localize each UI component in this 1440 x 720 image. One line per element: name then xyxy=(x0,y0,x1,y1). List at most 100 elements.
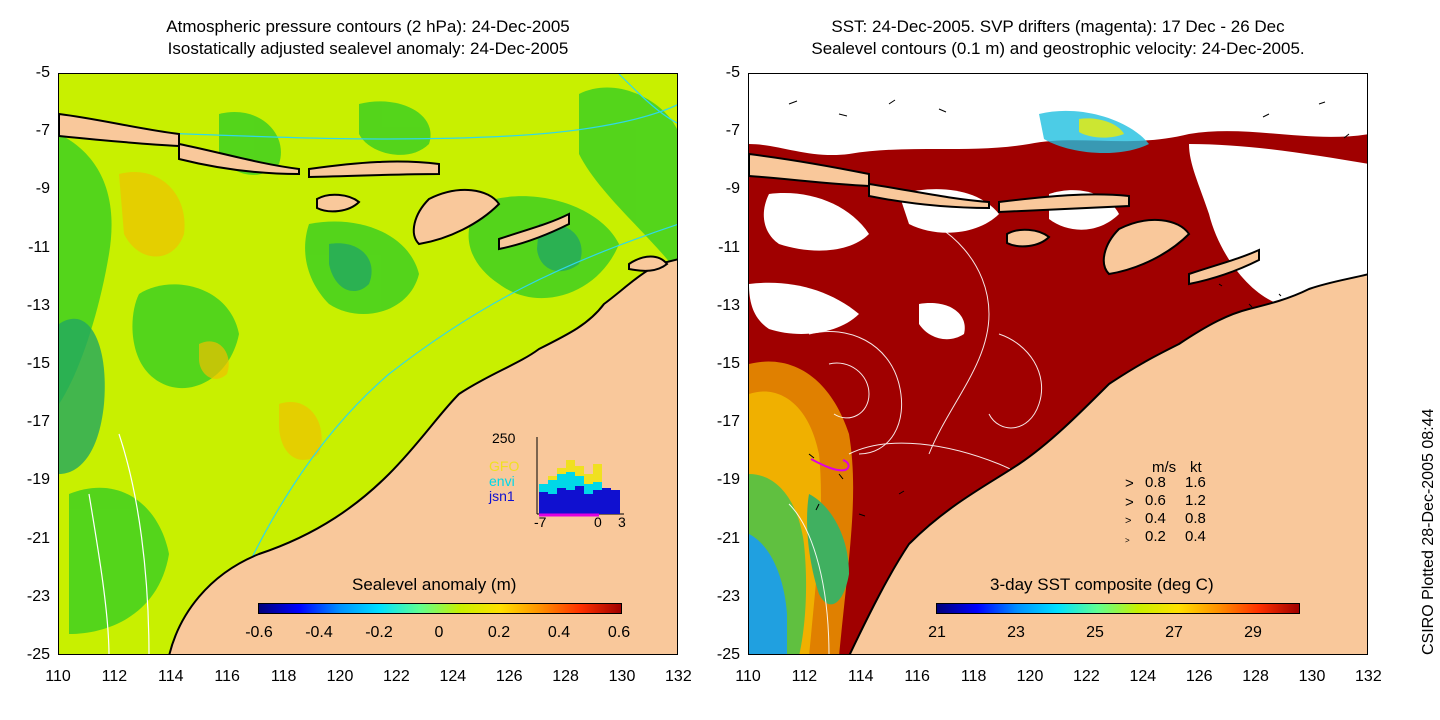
y-tick-label: -5 xyxy=(35,64,50,81)
sealevel-cbar-tick: 0.4 xyxy=(547,624,571,641)
x-tick-label: 122 xyxy=(383,668,410,685)
y-tick-label: -25 xyxy=(26,646,50,663)
inset-xtick-0: 0 xyxy=(594,514,602,530)
strong-negative-patches xyxy=(59,223,582,474)
svp-drifter-track xyxy=(810,458,850,472)
y-tick-label: -11 xyxy=(28,238,50,256)
histogram-bars-gfo xyxy=(548,460,602,484)
velocity-legend-ms-0: 0.8 xyxy=(1145,474,1166,491)
left-title-line1: Atmospheric pressure contours (2 hPa): 2… xyxy=(166,17,570,36)
x-tick-label: 124 xyxy=(439,668,467,685)
y-tick-label: -7 xyxy=(725,122,740,140)
sst-cbar-tick: 21 xyxy=(928,624,946,641)
x-tick-label: 116 xyxy=(904,668,930,685)
velocity-legend-kt-0: 1.6 xyxy=(1185,474,1206,491)
x-tick-label: 122 xyxy=(1073,668,1100,685)
inset-ymax-label: 250 xyxy=(492,430,516,446)
sealevel-cbar-tick: 0 xyxy=(434,624,444,641)
y-tick-label: -5 xyxy=(725,64,740,81)
y-tick-label: -21 xyxy=(716,529,740,547)
y-tick-label: -19 xyxy=(26,471,50,489)
x-tick-label: 130 xyxy=(1298,668,1326,685)
velocity-legend-ms-2: 0.4 xyxy=(1145,510,1166,527)
x-tick-label: 124 xyxy=(1129,668,1157,685)
x-tick-label: 112 xyxy=(791,668,818,685)
plot-credit: CSIRO Plotted 28-Dec-2005 08:44 xyxy=(1420,408,1437,655)
sst-cbar-tick: 27 xyxy=(1165,624,1183,641)
sealevel-anomaly-map xyxy=(58,73,678,655)
y-tick-label: -9 xyxy=(725,180,740,198)
histogram-bars-envi xyxy=(539,472,602,494)
velocity-legend-ms-3: 0.2 xyxy=(1145,528,1166,545)
x-tick-label: 120 xyxy=(326,668,354,685)
sealevel-colorbar-title: Sealevel anomaly (m) xyxy=(352,575,517,594)
australia-landmass-sst xyxy=(848,273,1367,654)
x-tick-label: 130 xyxy=(608,668,636,685)
inset-legend-gfo: GFO xyxy=(489,458,520,474)
altimeter-inset-histogram xyxy=(536,437,624,517)
right-title-line1: SST: 24-Dec-2005. SVP drifters (magenta)… xyxy=(831,17,1285,36)
y-tick-label: -23 xyxy=(26,587,50,605)
sealevel-cbar-tick: 0.2 xyxy=(487,624,511,641)
inset-legend-envi: envi xyxy=(489,473,515,489)
velocity-legend-kt-2: 0.8 xyxy=(1185,510,1206,527)
velocity-legend-header-ms: m/s xyxy=(1152,459,1177,476)
x-tick-label: 116 xyxy=(214,668,240,685)
y-tick-label: -17 xyxy=(716,413,740,431)
y-tick-label: -23 xyxy=(716,587,740,605)
sealevel-cbar-tick: -0.2 xyxy=(365,624,393,641)
left-title-line2: Isostatically adjusted sealevel anomaly:… xyxy=(167,39,569,58)
sealevel-contours xyxy=(788,213,1058,654)
x-tick-label: 110 xyxy=(735,668,761,685)
y-tick-label: -15 xyxy=(26,355,50,372)
y-tick-label: -21 xyxy=(26,529,50,547)
y-tick-label: -19 xyxy=(716,471,740,489)
australia-landmass xyxy=(168,258,677,654)
y-tick-label: -7 xyxy=(35,122,50,140)
inset-xtick-neg7: -7 xyxy=(534,514,547,530)
x-tick-label: 114 xyxy=(848,668,874,685)
velocity-legend-ms-1: 0.6 xyxy=(1145,492,1166,509)
sst-cbar-tick: 25 xyxy=(1086,624,1104,641)
sst-cbar-tick: 29 xyxy=(1244,624,1262,641)
sealevel-cbar-tick: -0.4 xyxy=(305,624,333,641)
y-tick-label: -11 xyxy=(718,238,740,256)
sealevel-map-svg xyxy=(59,74,677,654)
y-tick-label: -25 xyxy=(716,646,740,663)
sst-colorbar xyxy=(936,603,1300,614)
inset-legend-jsn1: jsn1 xyxy=(489,488,515,504)
sst-map-svg xyxy=(749,74,1367,654)
cooler-sst-regions xyxy=(749,361,854,654)
x-tick-label: 132 xyxy=(665,668,692,685)
right-title-line2: Sealevel contours (0.1 m) and geostrophi… xyxy=(811,39,1305,58)
y-tick-label: -9 xyxy=(35,180,50,198)
velocity-legend-kt-3: 0.4 xyxy=(1185,528,1206,545)
indonesian-islands-sst xyxy=(749,152,1260,286)
sealevel-cbar-tick: 0.6 xyxy=(607,624,631,641)
x-tick-label: 120 xyxy=(1016,668,1044,685)
sst-cbar-tick: 23 xyxy=(1007,624,1025,641)
sealevel-colorbar xyxy=(258,603,622,614)
sealevel-cbar-tick: -0.6 xyxy=(245,624,273,641)
velocity-legend-header-kt: kt xyxy=(1190,459,1202,476)
indonesian-islands xyxy=(59,112,669,272)
x-tick-label: 128 xyxy=(552,668,579,685)
y-tick-label: -17 xyxy=(26,413,50,431)
x-tick-label: 118 xyxy=(270,668,297,685)
sst-colorbar-title: 3-day SST composite (deg C) xyxy=(990,575,1214,594)
velocity-legend-arrows: > > > > xyxy=(1125,475,1134,545)
x-tick-label: 112 xyxy=(101,668,128,685)
positive-anomaly-patches xyxy=(119,172,322,460)
x-tick-label: 132 xyxy=(1355,668,1382,685)
y-tick-label: -15 xyxy=(716,355,740,372)
north-band-sst-speckle xyxy=(1039,110,1149,154)
x-tick-label: 118 xyxy=(960,668,987,685)
histogram-bars-jsn1 xyxy=(539,486,620,514)
inset-xtick-3: 3 xyxy=(618,514,626,530)
x-tick-label: 114 xyxy=(158,668,184,685)
velocity-legend-kt-1: 1.2 xyxy=(1185,492,1206,509)
y-tick-label: -13 xyxy=(716,296,740,314)
x-tick-label: 126 xyxy=(495,668,523,685)
x-tick-label: 110 xyxy=(45,668,71,685)
sst-map xyxy=(748,73,1368,655)
